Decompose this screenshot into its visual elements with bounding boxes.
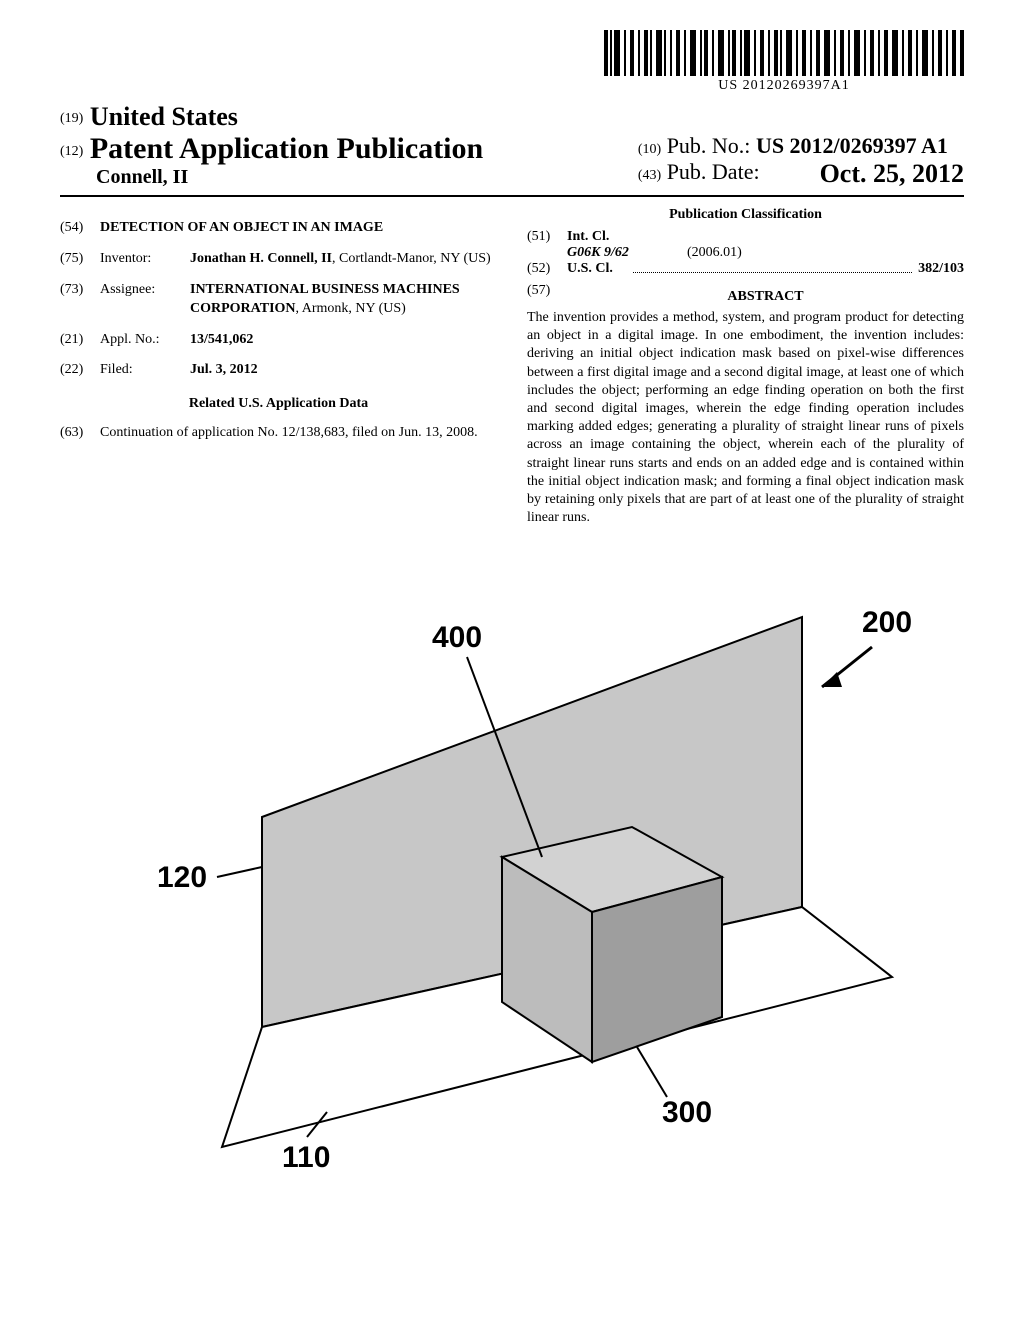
classification-heading: Publication Classification bbox=[527, 207, 964, 223]
pubdate-code: (43) bbox=[638, 168, 661, 183]
filed-label: Filed: bbox=[100, 361, 190, 380]
barcode-block: US 20120269397A1 bbox=[60, 30, 964, 94]
intcl-code: (51) bbox=[527, 229, 567, 261]
filed-code: (22) bbox=[60, 361, 100, 380]
barcode: US 20120269397A1 bbox=[604, 30, 964, 94]
uscl-dots bbox=[633, 261, 912, 273]
continuation-text: Continuation of application No. 12/138,6… bbox=[100, 424, 497, 443]
continuation-code: (63) bbox=[60, 424, 100, 443]
assignee-code: (73) bbox=[60, 281, 100, 319]
pubno-code: (10) bbox=[638, 142, 661, 157]
uscl-value: 382/103 bbox=[918, 261, 964, 277]
abstract-body: The invention provides a method, system,… bbox=[527, 309, 964, 527]
applno-label: Appl. No.: bbox=[100, 331, 190, 350]
country-name: United States bbox=[90, 102, 238, 131]
inventor-label: Inventor: bbox=[100, 250, 190, 269]
pub-type: Patent Application Publication bbox=[90, 132, 483, 165]
label-110: 110 bbox=[282, 1141, 330, 1174]
label-120: 120 bbox=[157, 861, 207, 894]
abstract-heading: ABSTRACT bbox=[567, 289, 964, 305]
header: (19) United States (12) Patent Applicati… bbox=[60, 102, 964, 197]
inventor-name: Jonathan H. Connell, II bbox=[190, 251, 332, 266]
uscl-code: (52) bbox=[527, 261, 567, 277]
intcl-date: (2006.01) bbox=[687, 245, 742, 261]
header-inventor: Connell, II bbox=[96, 166, 483, 189]
applno-value: 13/541,062 bbox=[190, 331, 497, 350]
right-column: Publication Classification (51) Int. Cl.… bbox=[527, 207, 964, 527]
left-column: (54) DETECTION OF AN OBJECT IN AN IMAGE … bbox=[60, 207, 497, 527]
country-code: (19) bbox=[60, 111, 83, 126]
label-200: 200 bbox=[862, 606, 912, 639]
abstract-code: (57) bbox=[527, 283, 567, 309]
intcl-label: Int. Cl. bbox=[567, 229, 964, 245]
label-300: 300 bbox=[662, 1096, 712, 1129]
applno-code: (21) bbox=[60, 331, 100, 350]
pub-type-code: (12) bbox=[60, 144, 83, 159]
inventor-code: (75) bbox=[60, 250, 100, 269]
pubno-value: US 2012/0269397 A1 bbox=[756, 133, 948, 158]
assignee-loc: , Armonk, NY (US) bbox=[296, 301, 406, 316]
arrow-200 bbox=[822, 647, 872, 687]
filed-value: Jul. 3, 2012 bbox=[190, 361, 497, 380]
intcl-class: G06K 9/62 bbox=[567, 245, 687, 261]
uscl-label: U.S. Cl. bbox=[567, 261, 627, 277]
label-400: 400 bbox=[432, 621, 482, 654]
related-heading: Related U.S. Application Data bbox=[60, 396, 497, 412]
inventor-loc: , Cortlandt-Manor, NY (US) bbox=[332, 251, 491, 266]
pubdate-label: Pub. Date: bbox=[667, 159, 760, 184]
pubno-label: Pub. No.: bbox=[667, 133, 751, 158]
title-code: (54) bbox=[60, 219, 100, 238]
figure: 400 200 120 300 110 bbox=[60, 557, 964, 1182]
pubdate-value: Oct. 25, 2012 bbox=[820, 159, 964, 189]
assignee-label: Assignee: bbox=[100, 281, 190, 319]
barcode-text: US 20120269397A1 bbox=[604, 78, 964, 94]
invention-title: DETECTION OF AN OBJECT IN AN IMAGE bbox=[100, 219, 497, 238]
